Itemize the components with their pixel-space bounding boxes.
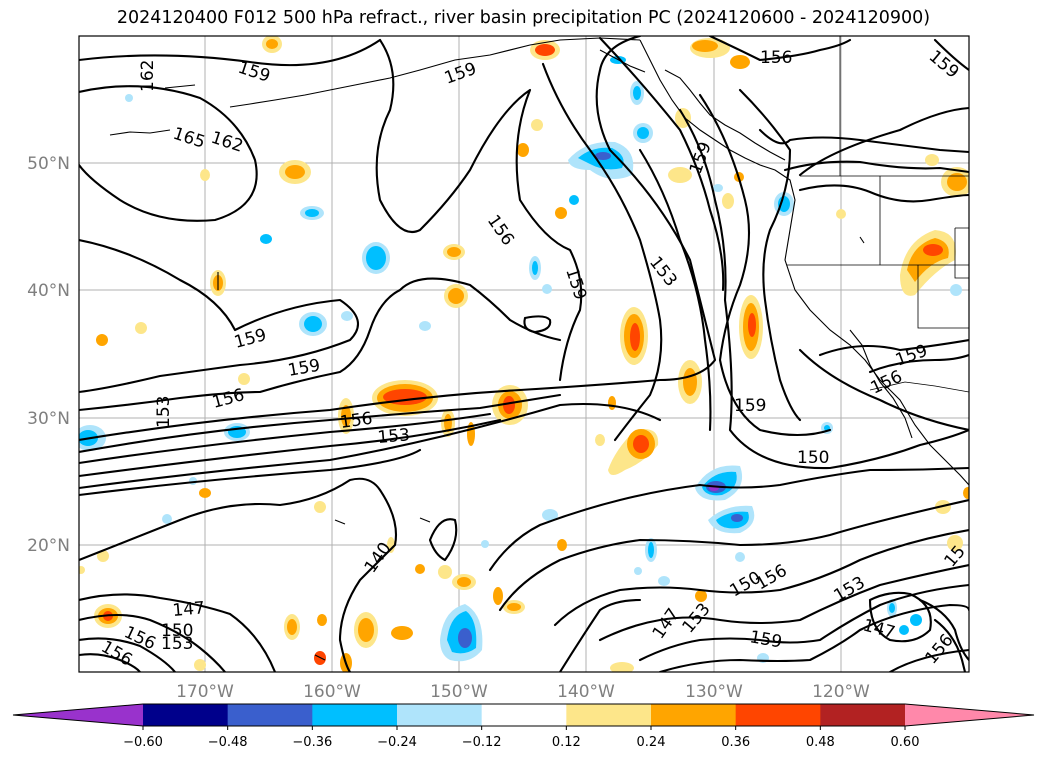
lon-label-140w: 140°W [557, 682, 615, 702]
colorbar-tick-label: −0.60 [123, 735, 163, 750]
contour-label: 147 [172, 598, 206, 621]
lon-label-150w: 150°W [430, 682, 488, 702]
colorbar-segment [566, 704, 652, 726]
colorbar-tick-label: −0.48 [208, 735, 248, 750]
refractivity-contours [79, 36, 969, 672]
colorbar-tick-label: −0.24 [377, 735, 417, 750]
lon-label-170w: 170°W [176, 682, 234, 702]
contour-label: 150 [797, 448, 829, 468]
colorbar-segment [735, 704, 821, 726]
contour-label: 159 [734, 396, 766, 416]
lon-label-160w: 160°W [303, 682, 361, 702]
lat-label-40n: 40°N [27, 281, 70, 301]
colorbar-tick-label: −0.12 [462, 735, 502, 750]
colorbar-segment [143, 704, 229, 726]
contour-label: 153 [377, 425, 411, 448]
latitude-labels: 50°N 40°N 30°N 20°N [27, 154, 70, 556]
longitude-labels: 170°W 160°W 150°W 140°W 130°W 120°W [176, 682, 870, 702]
colorbar-segment [312, 704, 398, 726]
colorbar-extend-min [13, 704, 143, 726]
contour-label: 153 [154, 396, 174, 428]
contour-label: 150 [161, 621, 193, 641]
colorbar-segment [820, 704, 906, 726]
colorbar: −0.60 −0.48 −0.36 −0.24 −0.12 0.12 0.24 0.36 0.4… [12, 703, 1035, 750]
lat-label-50n: 50°N [27, 154, 70, 174]
lon-label-120w: 120°W [812, 682, 870, 702]
map-title: 2024120400 F012 500 hPa refract., river … [116, 8, 931, 28]
colorbar-segment [481, 704, 567, 726]
colorbar-tick-label: 0.12 [552, 735, 581, 750]
colorbar-tick-label: 0.24 [637, 735, 666, 750]
contour-label: 156 [339, 409, 374, 433]
colorbar-tick-label: 0.60 [891, 735, 920, 750]
lon-label-130w: 130°W [685, 682, 743, 702]
colorbar-segment [397, 704, 483, 726]
colorbar-tick-label: 0.36 [721, 735, 750, 750]
political-borders [787, 36, 969, 393]
contour-label: 156 [760, 48, 792, 68]
lat-label-30n: 30°N [27, 409, 70, 429]
lat-label-20n: 20°N [27, 536, 70, 556]
colorbar-tick-label: −0.36 [292, 735, 332, 750]
map-border [78, 35, 970, 673]
colorbar-extend-max [905, 704, 1034, 726]
coastlines [109, 37, 969, 661]
contour-label: 153 [161, 634, 193, 654]
contour-label: 162 [138, 60, 158, 92]
precip-positive-shading [79, 36, 969, 672]
colorbar-segment [227, 704, 313, 726]
colorbar-segment [651, 704, 737, 726]
colorbar-tick-label: 0.48 [806, 735, 835, 750]
